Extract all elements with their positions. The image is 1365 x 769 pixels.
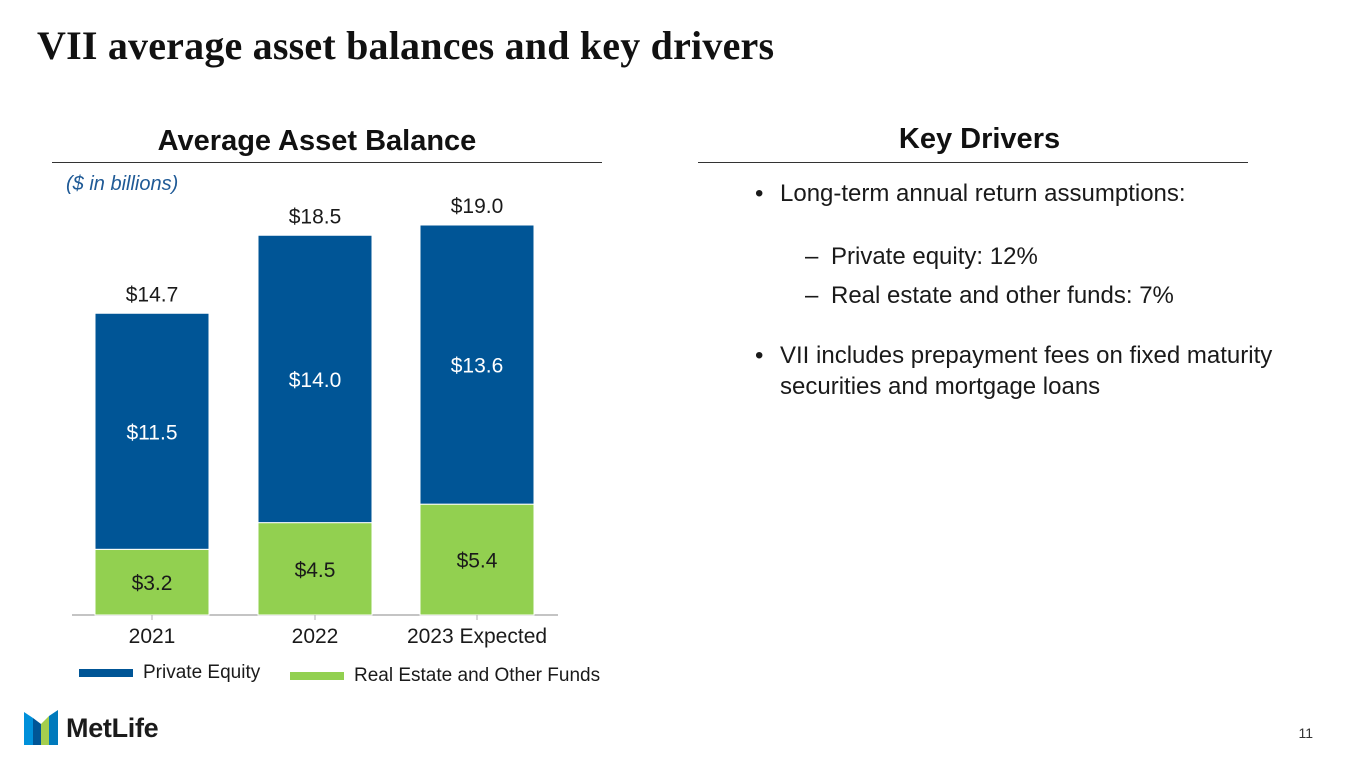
data-label-private-equity: $14.0 bbox=[289, 369, 342, 392]
units-note: ($ in billions) bbox=[66, 173, 179, 195]
bar-private-equity bbox=[257, 234, 373, 524]
chart-heading: Average Asset Balance bbox=[157, 125, 477, 157]
bar-private-equity bbox=[419, 224, 535, 505]
metlife-logo: MetLife bbox=[24, 710, 159, 746]
total-label: $18.5 bbox=[289, 205, 342, 228]
legend-label-real-estate: Real Estate and Other Funds bbox=[354, 665, 601, 686]
key-drivers-heading: Key Drivers bbox=[898, 123, 1061, 155]
page-number: 11 bbox=[1298, 725, 1313, 741]
driver-bullet: VII includes prepayment fees on fixed ma… bbox=[752, 340, 1332, 402]
legend-item-real-estate: Real Estate and Other Funds bbox=[290, 665, 600, 687]
data-label-real-estate: $3.2 bbox=[132, 572, 173, 595]
bar-real-estate bbox=[419, 503, 535, 616]
bar-private-equity bbox=[94, 312, 210, 550]
x-tick-label: 2023 Expected bbox=[407, 625, 547, 648]
key-drivers-list: Long-term annual return assumptions: Pri… bbox=[752, 178, 1332, 402]
metlife-m-icon bbox=[24, 710, 58, 745]
data-label-real-estate: $4.5 bbox=[295, 559, 336, 582]
bar-real-estate bbox=[257, 522, 373, 616]
slide-title: VII average asset balances and key drive… bbox=[37, 23, 775, 68]
driver-bullet: Long-term annual return assumptions: bbox=[752, 178, 1332, 209]
driver-sub-bullet: Real estate and other funds: 7% bbox=[752, 280, 1332, 311]
legend-label-private-equity: Private Equity bbox=[143, 662, 261, 683]
total-label: $14.7 bbox=[126, 283, 179, 306]
right-heading-rule bbox=[698, 162, 1248, 163]
legend-item-private-equity: Private Equity bbox=[79, 662, 260, 684]
legend-swatch-private-equity bbox=[79, 669, 133, 677]
data-label-real-estate: $5.4 bbox=[457, 550, 498, 573]
x-tick-label: 2021 bbox=[129, 625, 176, 648]
data-label-private-equity: $11.5 bbox=[127, 421, 178, 444]
x-tick-label: 2022 bbox=[292, 625, 339, 648]
logo-text: MetLife bbox=[66, 712, 159, 743]
legend-swatch-real-estate bbox=[290, 672, 344, 680]
total-label: $19.0 bbox=[451, 195, 504, 218]
left-heading-rule bbox=[52, 162, 602, 163]
data-label-private-equity: $13.6 bbox=[451, 355, 504, 378]
bar-real-estate bbox=[94, 548, 210, 616]
driver-sub-bullet: Private equity: 12% bbox=[752, 241, 1332, 272]
